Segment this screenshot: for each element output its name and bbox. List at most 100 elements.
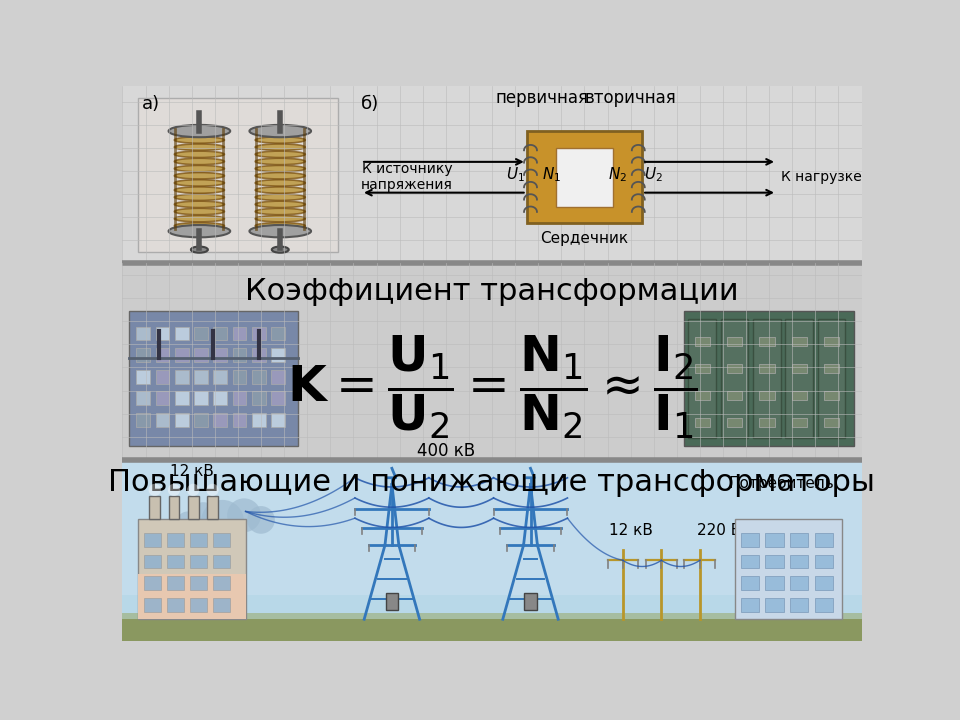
- Bar: [790, 554, 808, 568]
- Bar: [727, 364, 742, 373]
- Circle shape: [201, 500, 244, 543]
- Bar: [824, 337, 839, 346]
- Text: 220 В: 220 В: [697, 523, 741, 539]
- Bar: [753, 319, 780, 438]
- Bar: [213, 576, 230, 590]
- Text: К нагрузке: К нагрузке: [780, 170, 861, 184]
- Text: Коэффициент трансформации: Коэффициент трансформации: [245, 277, 739, 306]
- Bar: [144, 554, 161, 568]
- Bar: [792, 390, 807, 400]
- Text: $U_2$: $U_2$: [644, 166, 662, 184]
- Ellipse shape: [255, 151, 305, 158]
- Bar: [129, 311, 298, 446]
- Circle shape: [177, 511, 200, 534]
- Ellipse shape: [175, 151, 225, 158]
- Ellipse shape: [175, 201, 225, 207]
- Bar: [138, 574, 246, 619]
- Bar: [213, 348, 228, 362]
- Bar: [213, 370, 228, 384]
- Text: б): б): [361, 95, 379, 113]
- Bar: [741, 533, 759, 547]
- Text: а): а): [142, 95, 159, 113]
- Bar: [688, 319, 716, 438]
- Bar: [556, 148, 612, 207]
- Bar: [759, 418, 775, 427]
- Ellipse shape: [255, 137, 305, 143]
- Bar: [524, 593, 537, 610]
- Ellipse shape: [272, 246, 289, 253]
- Bar: [790, 598, 808, 611]
- Bar: [156, 327, 169, 341]
- Ellipse shape: [175, 173, 225, 179]
- Ellipse shape: [175, 130, 225, 136]
- Bar: [213, 554, 230, 568]
- Bar: [156, 413, 169, 427]
- Bar: [790, 576, 808, 590]
- Bar: [232, 391, 247, 405]
- Text: первичная: первичная: [495, 89, 588, 107]
- Bar: [271, 327, 285, 341]
- Ellipse shape: [175, 208, 225, 215]
- Text: $N_1$: $N_1$: [541, 166, 561, 184]
- Bar: [765, 554, 783, 568]
- Bar: [721, 319, 749, 438]
- Ellipse shape: [175, 215, 225, 222]
- Text: 12 кВ: 12 кВ: [609, 523, 653, 539]
- Bar: [213, 391, 228, 405]
- Bar: [123, 619, 861, 641]
- Bar: [232, 413, 247, 427]
- Ellipse shape: [175, 180, 225, 186]
- Ellipse shape: [255, 166, 305, 172]
- Bar: [271, 370, 285, 384]
- Ellipse shape: [250, 125, 311, 138]
- Bar: [824, 418, 839, 427]
- Bar: [252, 348, 266, 362]
- Text: К источнику
напряжения: К источнику напряжения: [361, 162, 453, 192]
- Bar: [271, 413, 285, 427]
- Bar: [136, 391, 150, 405]
- Bar: [136, 370, 150, 384]
- Ellipse shape: [175, 194, 225, 200]
- Bar: [824, 364, 839, 373]
- Ellipse shape: [250, 225, 311, 238]
- Bar: [734, 519, 842, 619]
- Bar: [175, 413, 188, 427]
- Bar: [741, 554, 759, 568]
- Bar: [175, 391, 188, 405]
- Bar: [213, 598, 230, 611]
- Bar: [741, 598, 759, 611]
- Ellipse shape: [175, 222, 225, 229]
- Bar: [136, 413, 150, 427]
- Bar: [727, 390, 742, 400]
- Bar: [144, 533, 161, 547]
- Circle shape: [187, 484, 200, 496]
- Circle shape: [188, 503, 219, 533]
- Bar: [694, 337, 709, 346]
- Bar: [213, 327, 228, 341]
- Circle shape: [168, 484, 180, 496]
- Bar: [815, 533, 833, 547]
- Circle shape: [149, 484, 161, 496]
- Bar: [144, 598, 161, 611]
- Bar: [150, 496, 160, 519]
- Ellipse shape: [255, 187, 305, 193]
- Bar: [169, 496, 180, 519]
- Bar: [123, 613, 861, 619]
- Bar: [188, 496, 199, 519]
- Bar: [190, 533, 207, 547]
- Ellipse shape: [255, 130, 305, 136]
- Bar: [727, 337, 742, 346]
- Bar: [790, 533, 808, 547]
- Bar: [156, 391, 169, 405]
- Bar: [190, 576, 207, 590]
- Text: Сердечник: Сердечник: [540, 231, 629, 246]
- Bar: [144, 576, 161, 590]
- Ellipse shape: [255, 222, 305, 229]
- Ellipse shape: [255, 194, 305, 200]
- Bar: [759, 364, 775, 373]
- Text: $U_1$: $U_1$: [506, 166, 525, 184]
- Ellipse shape: [175, 158, 225, 165]
- Bar: [207, 496, 218, 519]
- Text: 400 кВ: 400 кВ: [417, 442, 475, 460]
- Bar: [194, 327, 208, 341]
